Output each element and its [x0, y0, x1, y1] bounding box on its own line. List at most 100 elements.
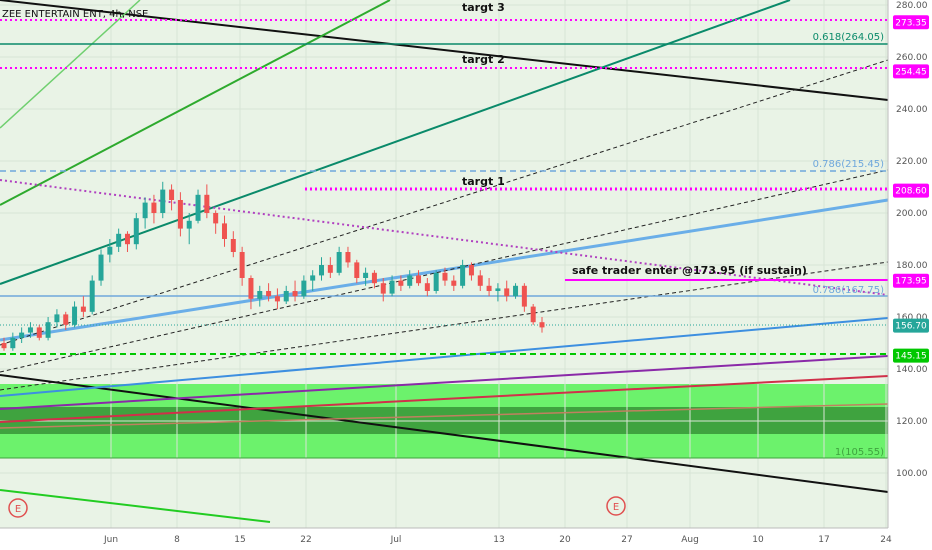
candle [124, 231, 130, 252]
candle [486, 278, 492, 297]
candle [521, 283, 527, 312]
label-fib-0618: 0.618(264.05) [813, 32, 885, 43]
candle-body [336, 252, 342, 273]
candle [407, 270, 413, 289]
candle [221, 215, 227, 247]
price-tag-bg [893, 64, 929, 79]
candle-body [530, 306, 536, 323]
candle [80, 296, 86, 317]
price-tag-label: 273.35 [895, 18, 927, 28]
candle-body [539, 322, 545, 328]
candle [477, 270, 483, 291]
x-tick-label: Aug [681, 535, 699, 545]
x-tick-label: Jul [390, 535, 402, 545]
event-marker-circle [8, 498, 28, 518]
candle [133, 213, 139, 250]
candle [354, 259, 360, 284]
candle-body [19, 332, 25, 338]
candle [530, 304, 536, 325]
candle [142, 197, 148, 229]
candle [45, 317, 51, 341]
candle-body [380, 283, 386, 294]
y-tick-label: 100.00 [896, 469, 928, 479]
candle-body [371, 272, 377, 284]
candle-body [407, 275, 413, 286]
x-tick-label: 27 [621, 535, 632, 545]
label-target3: targt 3 [462, 1, 505, 14]
y-tick-label: 220.00 [896, 157, 928, 167]
candle-body [89, 280, 95, 312]
price-tag-label: 173.95 [895, 277, 927, 287]
candle [63, 311, 69, 330]
candle [380, 278, 386, 302]
upper-black-trendline [0, 0, 889, 101]
label-fib-0786-lower: 0.786(167.75) [813, 285, 885, 296]
event-marker-1[interactable]: E [8, 498, 28, 518]
candle [239, 246, 245, 286]
candle [416, 270, 422, 286]
candle-body [495, 288, 501, 291]
candle [89, 275, 95, 315]
candle [151, 194, 157, 224]
candle [389, 275, 395, 297]
candle [345, 246, 351, 268]
candle [442, 267, 448, 286]
dashed-channel-3 [0, 261, 889, 391]
candle [177, 192, 183, 237]
candle-body [160, 189, 166, 213]
event-marker-2[interactable]: E [606, 496, 626, 516]
event-marker-label: E [15, 504, 21, 515]
ticker-title: ZEE ENTERTAIN ENT, 4h, NSE [2, 9, 149, 20]
y-tick-label: 180.00 [896, 261, 928, 271]
candle-body [124, 233, 130, 245]
price-tag: 156.70 [893, 318, 929, 333]
y-tick-label: 120.00 [896, 417, 928, 427]
y-tick-label: 160.00 [896, 313, 928, 323]
candle-body [486, 285, 492, 291]
price-tag-bg [893, 183, 929, 198]
x-tick-label: 24 [880, 535, 892, 545]
brown-line [0, 403, 889, 429]
teal-channel-line [0, 0, 791, 285]
candle [36, 324, 42, 341]
trend-lines [0, 0, 889, 523]
candle-body [239, 252, 245, 278]
lower-black-trendline [0, 374, 889, 493]
candle [513, 283, 519, 299]
candle [274, 288, 280, 310]
candle [460, 259, 466, 289]
candle-body [1, 343, 7, 349]
candle [230, 231, 236, 258]
candle-body [186, 220, 192, 229]
candle [195, 189, 201, 224]
x-axis-ticks: Jun 8 15 22 Jul 13 20 27 Aug 10 17 24 [103, 535, 892, 545]
candle-body [27, 327, 33, 333]
candle-body [521, 285, 527, 307]
candle-body [319, 265, 325, 276]
green-fan-line-2 [0, 0, 141, 129]
price-tag-label: 208.60 [895, 187, 927, 197]
candle [336, 246, 342, 276]
candle [319, 257, 325, 281]
candle-body [195, 194, 201, 221]
price-tag: 208.60 [893, 183, 929, 198]
x-tick-label: 22 [300, 535, 311, 545]
candle-body [327, 265, 333, 273]
candle-body [107, 246, 113, 255]
candle-body [10, 337, 16, 349]
event-marker-label: E [613, 502, 619, 513]
candle-body [63, 314, 69, 325]
candle-body [54, 314, 60, 323]
label-fib-1: 1(105.55) [835, 447, 884, 458]
candle [169, 184, 175, 211]
candle-body [504, 288, 510, 297]
candle [204, 184, 210, 219]
candle-body [468, 265, 474, 276]
candle-body [301, 280, 307, 297]
candle [160, 181, 166, 219]
candle [468, 262, 474, 281]
y-axis-ticks: 280.00 260.00 240.00 220.00 200.00 180.00 160.… [896, 1, 928, 479]
candle [266, 283, 272, 302]
